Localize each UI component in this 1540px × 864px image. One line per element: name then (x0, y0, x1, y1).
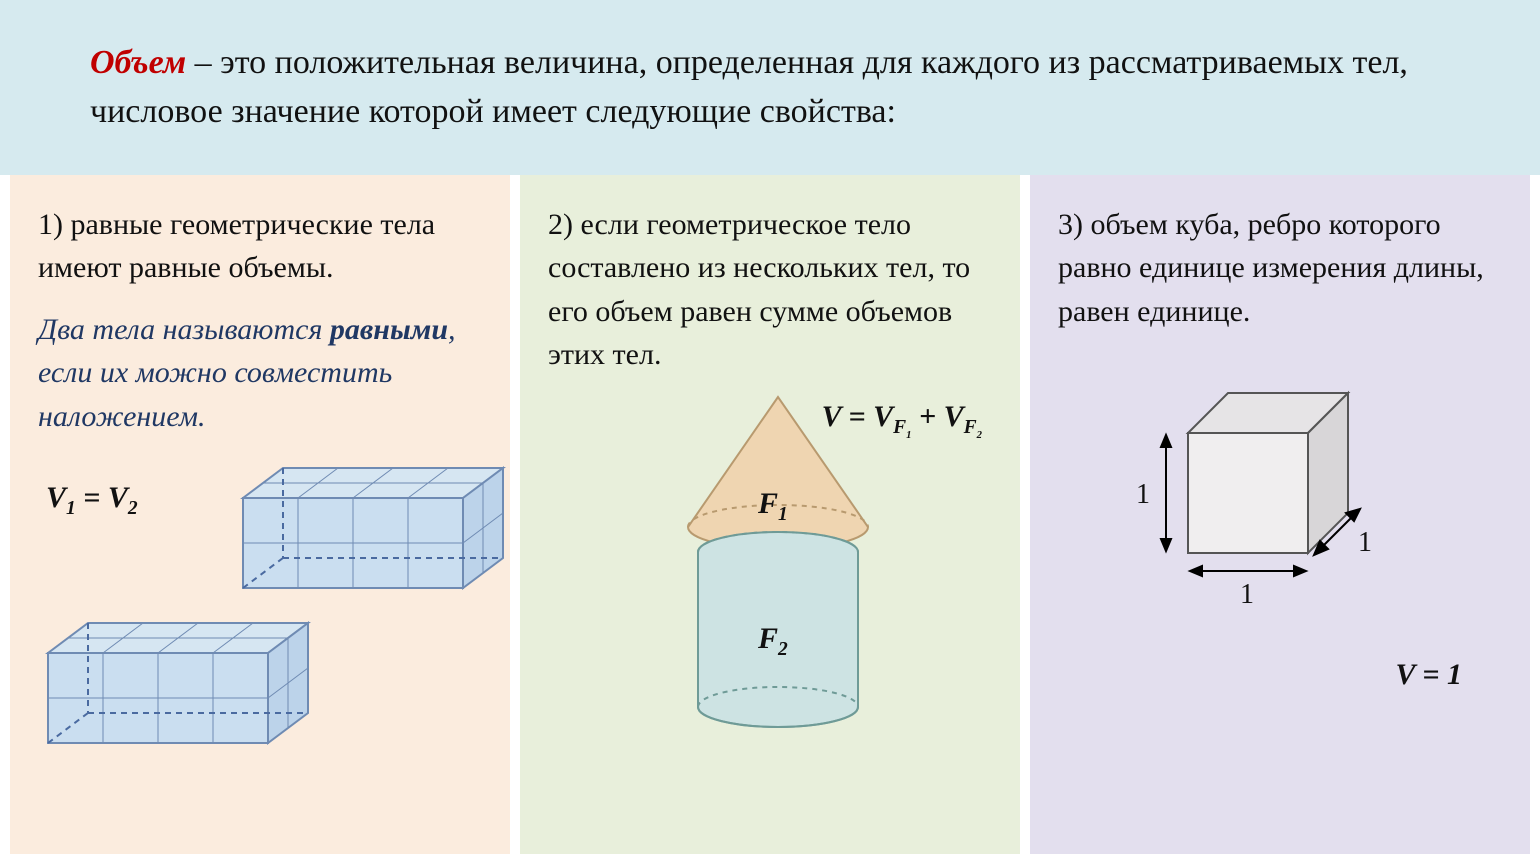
property-2-panel: 2) если геометрическое тело составлено и… (520, 175, 1020, 854)
property-2-text: 2) если геометрическое тело составлено и… (548, 203, 992, 377)
dim-height-label: 1 (1136, 475, 1150, 516)
property-3-panel: 3) объем куба, ребро которого равно един… (1030, 175, 1530, 854)
definition-text: – это положительная величина, определенн… (90, 44, 1408, 130)
dim-depth-label: 1 (1358, 523, 1372, 564)
cone-cylinder-diagram: V = VF1 + VF2 F1 F2 (548, 387, 992, 747)
slide: Объем – это положительная величина, опре… (0, 0, 1540, 864)
property-1-panel: 1) равные геометрические тела имеют равн… (10, 175, 510, 854)
label-f2: F2 (758, 617, 788, 664)
note-em: равными (330, 313, 448, 346)
dim-width-label: 1 (1240, 575, 1254, 616)
prism-back (243, 468, 503, 588)
term-volume: Объем (90, 44, 186, 81)
property-1-text: 1) равные геометрические тела имеют равн… (38, 203, 482, 290)
unit-cube-diagram: 1 1 1 V = 1 (1058, 363, 1502, 723)
properties-row: 1) равные геометрические тела имеют равн… (0, 175, 1540, 864)
definition-header: Объем – это положительная величина, опре… (0, 0, 1540, 175)
note-pre: Два тела называются (38, 313, 330, 346)
equal-bodies-note: Два тела называются равными, если их мож… (38, 308, 482, 439)
label-f1: F1 (758, 482, 788, 529)
equal-prisms-diagram: V1 = V2 (38, 458, 482, 778)
formula-v-eq-1: V = 1 (1395, 653, 1462, 697)
prism-front (48, 623, 308, 743)
property-3-text: 3) объем куба, ребро которого равно един… (1058, 203, 1502, 334)
